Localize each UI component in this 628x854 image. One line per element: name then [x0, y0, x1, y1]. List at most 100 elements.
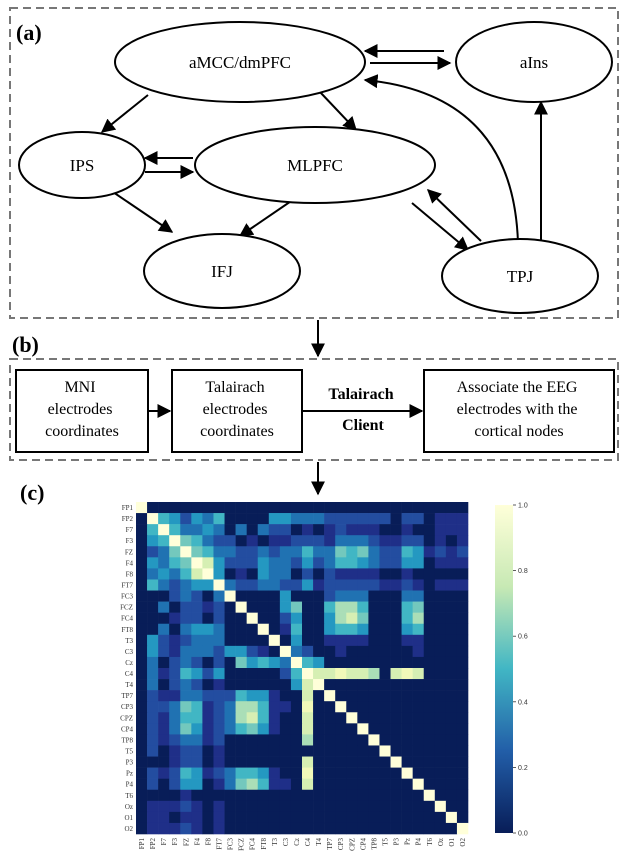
heatmap-cell	[456, 811, 469, 824]
heatmap-cell	[401, 645, 413, 658]
heatmap-cell	[202, 778, 214, 791]
heatmap-cell	[434, 723, 447, 735]
heatmap-cell	[423, 712, 436, 724]
heatmap-cell	[268, 745, 281, 757]
heatmap-cell	[147, 590, 159, 602]
heatmap-cell	[191, 712, 203, 724]
heatmap-cell	[290, 634, 303, 647]
heatmap-cell	[246, 590, 259, 602]
heatmap-cell	[412, 546, 425, 558]
heatmap-cell	[169, 645, 181, 658]
heatmap-cell	[445, 634, 458, 647]
heatmap-cell	[335, 546, 347, 558]
heatmap-cell	[257, 800, 270, 813]
heatmap-cell	[235, 745, 247, 757]
heatmap-cell	[235, 767, 247, 779]
heatmap-cell	[445, 502, 458, 514]
heatmap-cell	[379, 535, 391, 547]
heatmap-cell	[346, 568, 358, 580]
heatmap-cell	[302, 690, 314, 702]
heatmap-cell	[235, 690, 247, 702]
heatmap-cell	[279, 756, 292, 768]
heatmap-cell	[346, 756, 358, 768]
heatmap-cell	[268, 502, 281, 514]
heatmap-cell	[324, 601, 336, 613]
heatmap-cell	[357, 690, 369, 702]
heatmap-cell	[202, 767, 214, 779]
heatmap-cell	[357, 502, 369, 514]
heatmap-cell	[423, 623, 436, 636]
heatmap-cell	[302, 767, 314, 779]
heatmap-cell	[202, 800, 214, 813]
heatmap-cell	[390, 645, 402, 658]
column-label: FP1	[138, 838, 146, 850]
heatmap-cell	[357, 568, 369, 580]
heatmap-cell	[401, 579, 413, 591]
heatmap-cell	[313, 579, 325, 591]
heatmap-cell	[268, 822, 281, 835]
heatmap-cell	[423, 811, 436, 824]
heatmap-cell	[235, 502, 247, 514]
heatmap-cell	[224, 822, 236, 835]
heatmap-cell	[158, 767, 170, 779]
heatmap-cell	[324, 645, 336, 658]
heatmap-cell	[136, 579, 148, 591]
heatmap-cell	[302, 745, 314, 757]
heatmap-cell	[180, 546, 192, 558]
heatmap-cell	[313, 723, 325, 735]
heatmap-cell	[213, 546, 225, 558]
row-label: Oz	[125, 803, 133, 811]
heatmap-cell	[246, 767, 259, 779]
heatmap-cell	[302, 579, 314, 591]
heatmap-cell	[412, 612, 425, 625]
row-label: FCZ	[120, 604, 133, 612]
heatmap-cell	[335, 502, 347, 514]
heatmap-cell	[335, 811, 347, 824]
heatmap-cell	[213, 623, 225, 636]
heatmap-cell	[412, 590, 425, 602]
heatmap-cell	[246, 634, 259, 647]
heatmap-cell	[169, 579, 181, 591]
heatmap-cell	[158, 535, 170, 547]
heatmap-cell	[346, 535, 358, 547]
heatmap-cell	[324, 557, 336, 569]
heatmap-cell	[434, 811, 447, 824]
heatmap-cell	[202, 811, 214, 824]
heatmap-cell	[268, 590, 281, 602]
heatmap-cell	[257, 701, 270, 713]
heatmap-cell	[257, 656, 270, 669]
heatmap-cell	[302, 800, 314, 813]
heatmap-cell	[390, 756, 402, 768]
heatmap-cell	[313, 789, 325, 802]
heatmap-cell	[434, 579, 447, 591]
heatmap-cell	[136, 800, 148, 813]
heatmap-cell	[191, 535, 203, 547]
heatmap-cell	[456, 767, 469, 779]
heatmap-cell	[213, 690, 225, 702]
heatmap-cell	[423, 679, 436, 691]
heatmap-cell	[147, 546, 159, 558]
heatmap-cell	[136, 502, 148, 514]
heatmap-cell	[147, 822, 159, 835]
heatmap-cell	[235, 734, 247, 746]
heatmap-cell	[423, 767, 436, 779]
heatmap-cell	[279, 568, 292, 580]
heatmap-cell	[224, 612, 236, 625]
heatmap-cell	[324, 623, 336, 636]
heatmap-cell	[379, 800, 391, 813]
heatmap-cell	[191, 778, 203, 791]
heatmap-cell	[445, 579, 458, 591]
heatmap-cell	[324, 767, 336, 779]
heatmap-cell	[202, 701, 214, 713]
node-amcc-shape	[114, 21, 366, 103]
heatmap-cell	[357, 800, 369, 813]
heatmap-cell	[279, 513, 292, 525]
heatmap-cell	[313, 712, 325, 724]
heatmap-cell	[147, 623, 159, 636]
heatmap-cell	[136, 601, 148, 613]
heatmap-cell	[456, 612, 469, 625]
heatmap-cell	[136, 513, 148, 525]
heatmap-cell	[257, 623, 270, 636]
heatmap-cell	[434, 502, 447, 514]
heatmap-cell	[423, 800, 436, 813]
